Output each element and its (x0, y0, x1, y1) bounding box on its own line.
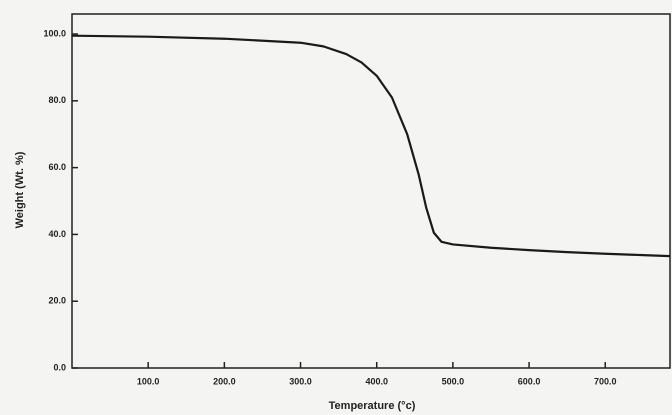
x-tick-label: 300.0 (289, 376, 312, 386)
y-tick-label: 0.0 (53, 362, 66, 372)
y-tick-label: 20.0 (48, 296, 66, 306)
x-tick-label: 600.0 (518, 376, 541, 386)
x-tick-label: 100.0 (137, 376, 160, 386)
y-axis-label: Weight (Wt. %) (14, 151, 26, 228)
x-tick-label: 200.0 (213, 376, 236, 386)
x-tick-label: 500.0 (442, 376, 465, 386)
y-tick-label: 60.0 (48, 162, 66, 172)
y-tick-label: 100.0 (43, 28, 66, 38)
x-tick-label: 400.0 (365, 376, 388, 386)
x-axis-label: Temperature (°c) (329, 400, 416, 412)
plot-frame (71, 13, 671, 369)
y-tick-label: 80.0 (48, 95, 66, 105)
data-line (71, 34, 671, 258)
x-tick-label: 700.0 (594, 376, 617, 386)
y-tick-label: 40.0 (48, 229, 66, 239)
